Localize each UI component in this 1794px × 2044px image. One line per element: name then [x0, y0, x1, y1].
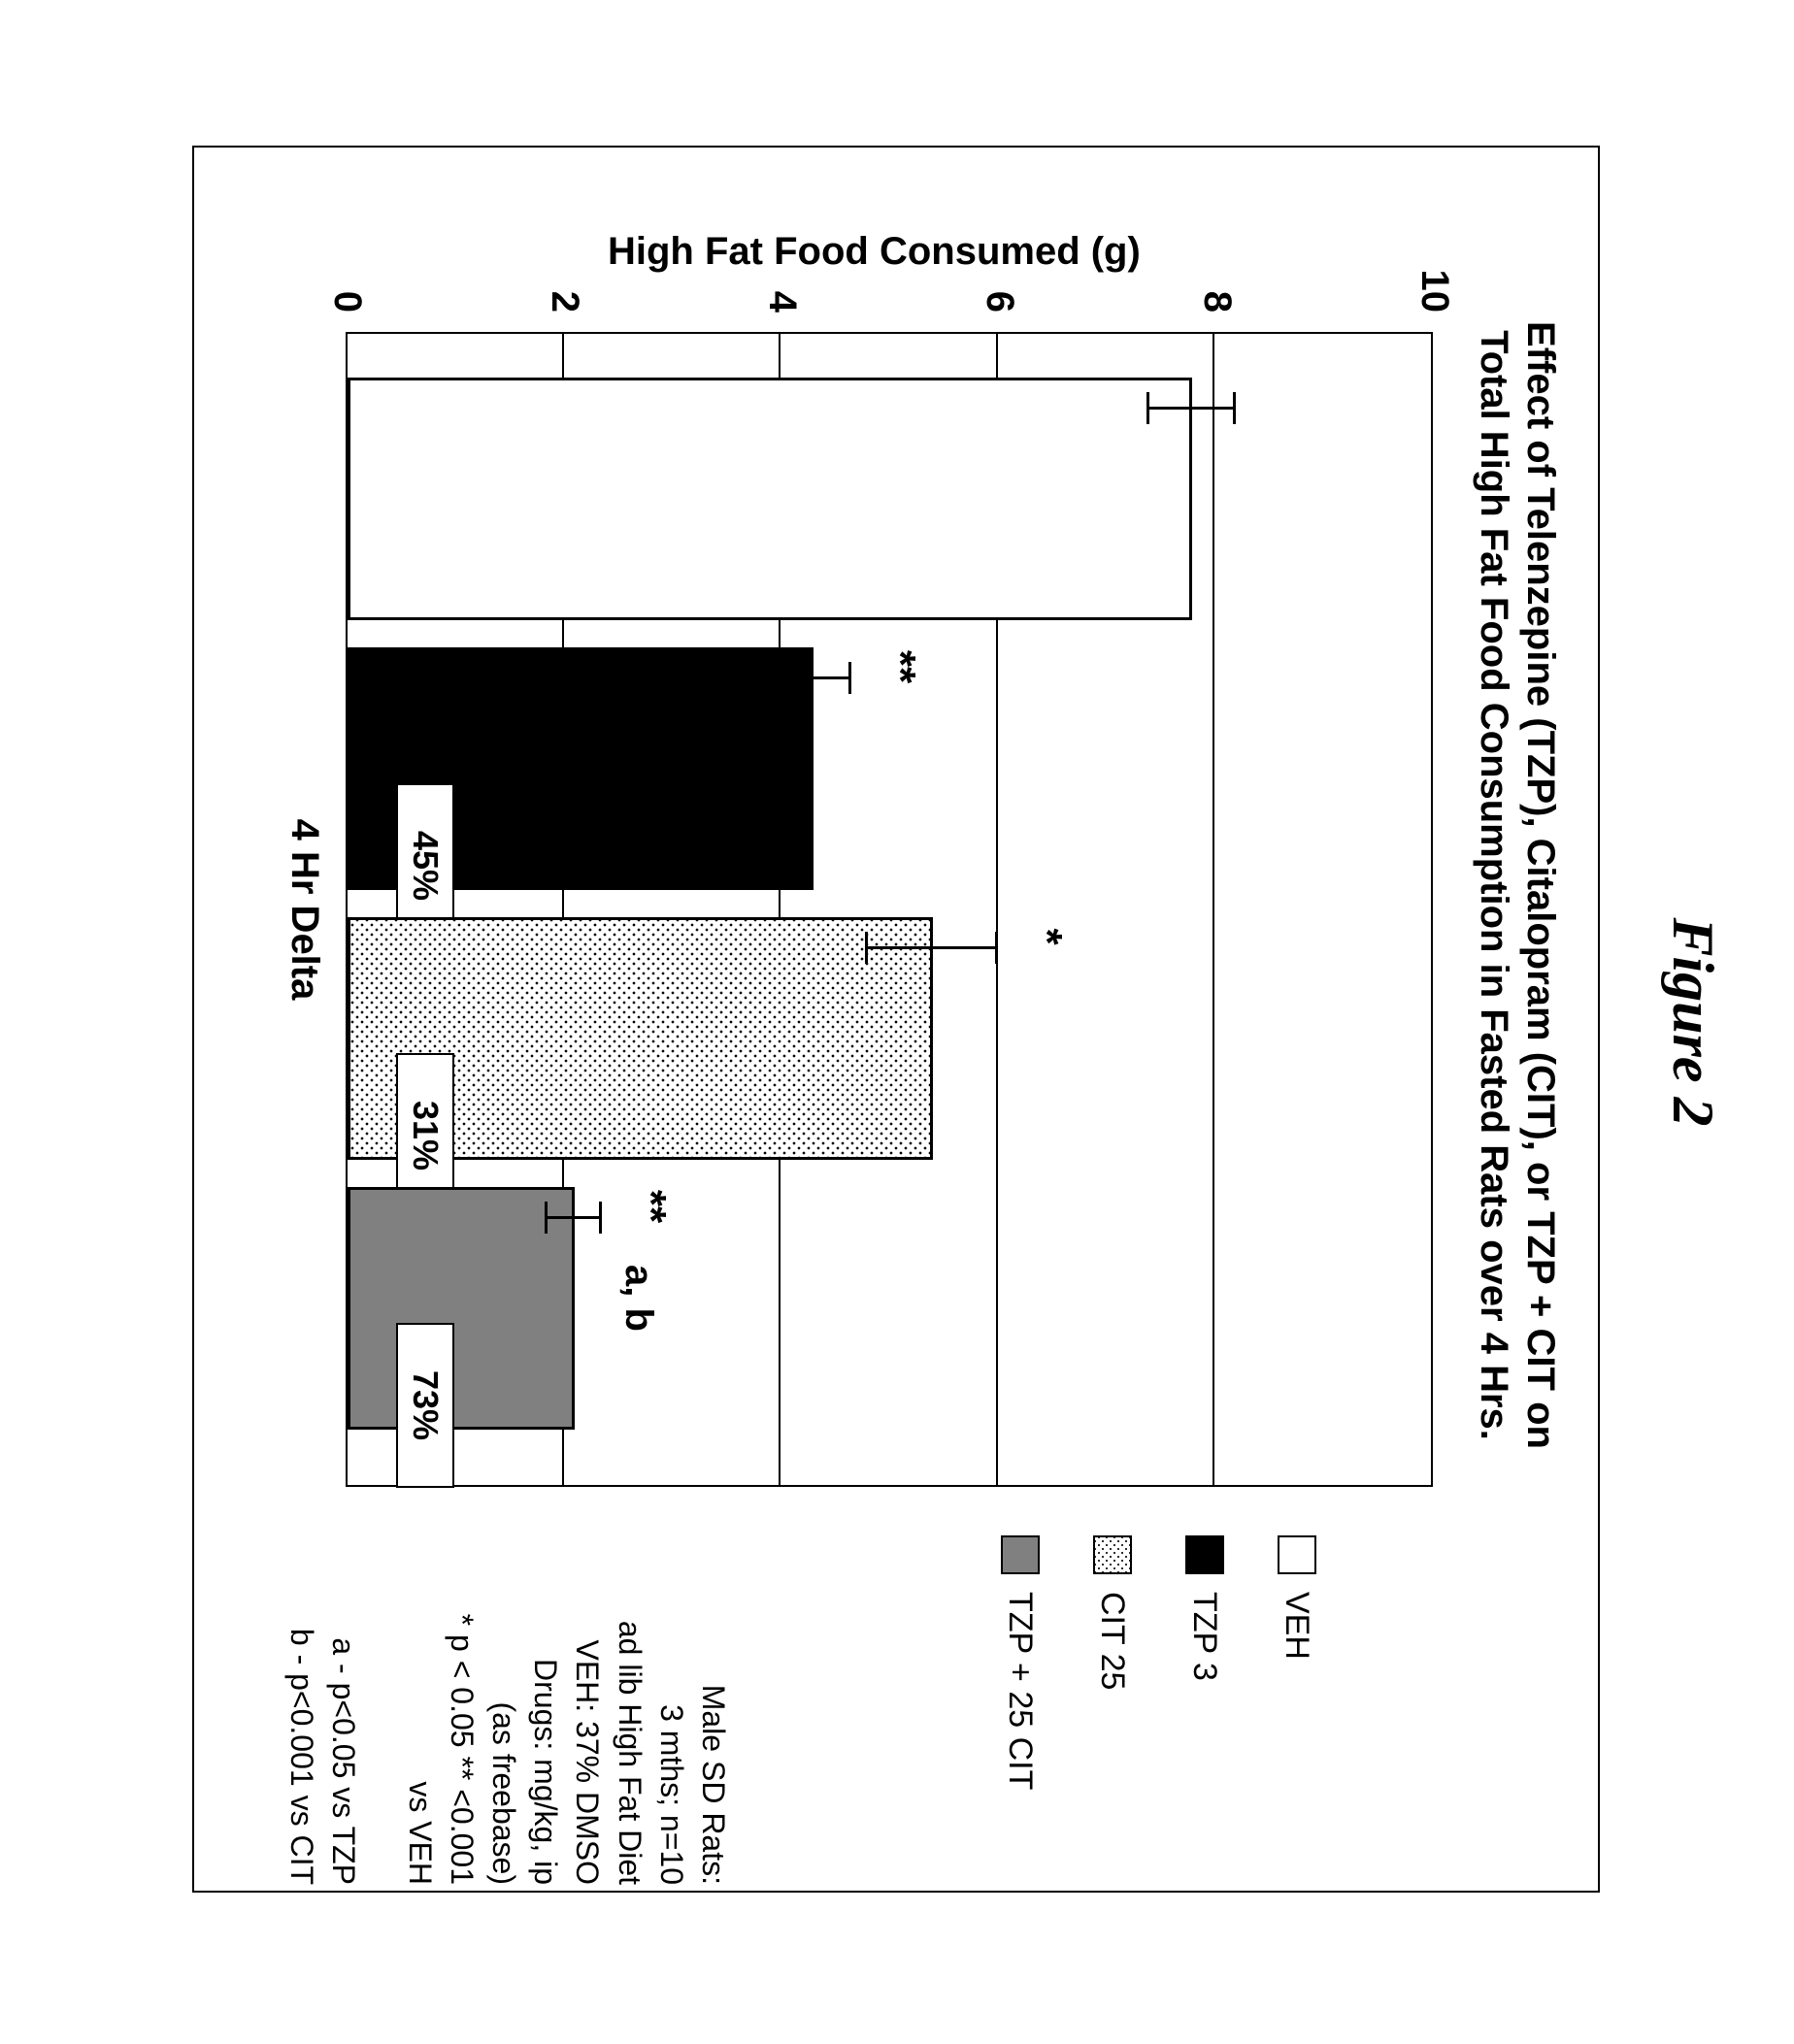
legend-swatch-black	[1185, 1535, 1224, 1574]
error-cap-bottom-1	[773, 662, 776, 694]
notes: Male SD Rats: 3 mths; n=10 ad lib High F…	[281, 1526, 734, 1885]
plot-area: 45%**31%*73%**a, b	[346, 332, 1433, 1487]
gridline-8	[1213, 334, 1214, 1485]
notes-line: Male SD Rats:	[692, 1526, 734, 1885]
legend-label: TZP + 25 CIT	[1002, 1592, 1040, 1790]
notes-line: Drugs: mg/kg, ip	[524, 1526, 566, 1885]
legend-swatch-white	[1278, 1535, 1316, 1574]
significance-1: **	[876, 628, 924, 706]
pct-label-3: 73%	[396, 1323, 454, 1488]
significance-3: **	[626, 1168, 675, 1245]
error-cap-top-2	[995, 932, 998, 964]
legend-swatch-dotted	[1093, 1535, 1132, 1574]
notes-block2: a - p<0.05 vs TZP b - p<0.001 vs CIT	[281, 1526, 364, 1885]
chart-title: Effect of Telenzepine (TZP), Citalopram …	[1471, 303, 1564, 1467]
figure-number: Figure 2	[1659, 0, 1726, 2044]
legend-label: CIT 25	[1094, 1592, 1132, 1690]
notes-block1: Male SD Rats: 3 mths; n=10 ad lib High F…	[399, 1526, 735, 1885]
legend-label: TZP 3	[1186, 1592, 1224, 1681]
bar-0	[348, 378, 1192, 620]
error-bar-1	[776, 676, 851, 679]
notes-line: VEH: 37% DMSO	[566, 1526, 608, 1885]
ytick-10: 10	[1412, 254, 1456, 313]
ab-label-3: a, b	[616, 1265, 660, 1332]
legend-item-veh: VEH	[1278, 1535, 1316, 1790]
figure-page: Figure 2 Effect of Telenzepine (TZP), Ci…	[0, 0, 1794, 2044]
legend-item-cit25: CIT 25	[1093, 1535, 1132, 1790]
error-bar-2	[868, 946, 998, 949]
significance-2: *	[1022, 898, 1071, 975]
error-cap-top-1	[848, 662, 851, 694]
ytick-8: 8	[1195, 254, 1239, 313]
legend-label: VEH	[1279, 1592, 1316, 1660]
error-cap-top-3	[599, 1202, 602, 1234]
notes-line: a - p<0.05 vs TZP	[322, 1526, 364, 1885]
error-cap-bottom-0	[1146, 392, 1149, 424]
error-cap-top-0	[1233, 392, 1236, 424]
notes-line: * p < 0.05 ** <0.001	[441, 1526, 482, 1885]
notes-line: 3 mths; n=10	[650, 1526, 692, 1885]
error-bar-0	[1149, 407, 1236, 410]
notes-line: vs VEH	[399, 1526, 441, 1885]
ytick-0: 0	[325, 254, 369, 313]
legend-swatch-gray	[1001, 1535, 1040, 1574]
chart-frame: Effect of Telenzepine (TZP), Citalopram …	[192, 146, 1600, 1893]
legend: VEH TZP 3 CIT 25 TZP + 25 CIT	[947, 1535, 1316, 1790]
bar-3	[348, 1187, 575, 1430]
x-axis-label: 4 Hr Delta	[282, 332, 326, 1487]
notes-line: (as freebase)	[482, 1526, 524, 1885]
legend-item-tzp-cit: TZP + 25 CIT	[1001, 1535, 1040, 1790]
notes-line: ad lib High Fat Diet	[608, 1526, 649, 1885]
notes-line: b - p<0.001 vs CIT	[281, 1526, 322, 1885]
error-cap-bottom-3	[545, 1202, 548, 1234]
error-bar-3	[548, 1216, 602, 1219]
y-axis-label: High Fat Food Consumed (g)	[608, 230, 1141, 274]
ytick-2: 2	[543, 254, 586, 313]
error-cap-bottom-2	[865, 932, 868, 964]
legend-item-tzp3: TZP 3	[1185, 1535, 1224, 1790]
